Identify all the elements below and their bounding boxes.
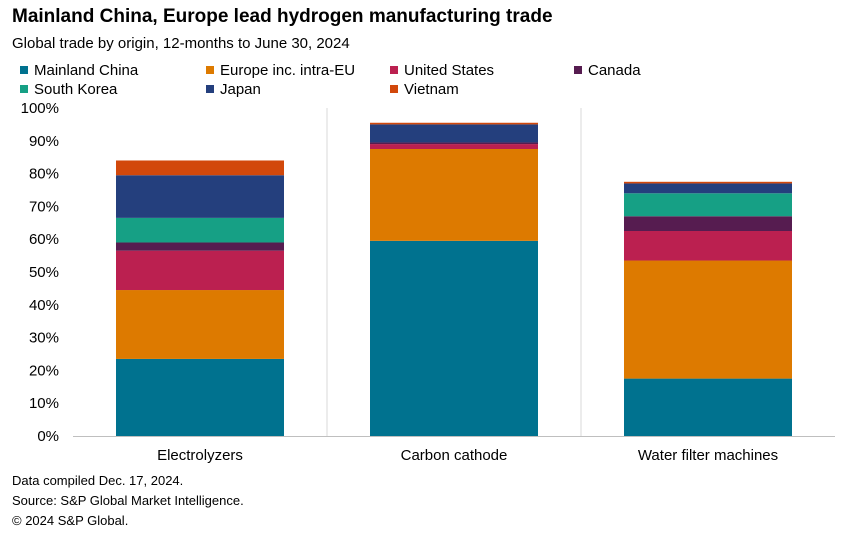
legend-item-mainland-china: Mainland China [20, 61, 138, 79]
bar-segment [116, 250, 284, 291]
y-tick-label: 70% [29, 198, 59, 215]
y-tick-label: 90% [29, 133, 59, 150]
chart-subtitle: Global trade by origin, 12-months to Jun… [12, 35, 350, 52]
legend-label: Japan [220, 80, 261, 98]
bar-segment [116, 358, 284, 436]
legend-label: Mainland China [34, 61, 139, 79]
bar-segment [624, 193, 792, 217]
legend-label: South Korea [34, 80, 118, 98]
bar-segment [624, 260, 792, 379]
bar-segment [624, 378, 792, 436]
bar-segment [370, 149, 538, 241]
footnote-data-compiled: Data compiled Dec. 17, 2024. [12, 473, 184, 488]
legend-label: Vietnam [404, 80, 459, 98]
x-tick-label: Electrolyzers [157, 447, 243, 464]
bar-segment [370, 144, 538, 149]
legend: Mainland China Europe inc. intra-EU Unit… [20, 61, 850, 99]
bar-segment [370, 142, 538, 145]
x-tick-label: Water filter machines [638, 447, 778, 464]
bar-segment [116, 160, 284, 176]
y-tick-label: 30% [29, 330, 59, 347]
y-tick-label: 40% [29, 297, 59, 314]
category-separators [326, 108, 582, 436]
y-tick-label: 60% [29, 231, 59, 248]
bar-segment [116, 217, 284, 243]
y-tick-label: 0% [37, 428, 59, 445]
legend-swatch [206, 66, 214, 74]
y-tick-label: 10% [29, 395, 59, 412]
legend-item-vietnam: Vietnam [390, 80, 459, 98]
bar-segment [116, 242, 284, 251]
y-tick-label: 100% [21, 100, 59, 117]
legend-swatch [390, 85, 398, 93]
bar-segment [624, 183, 792, 194]
x-axis-labels: Electrolyzers Carbon cathode Water filter … [157, 447, 778, 464]
footnote-copyright: © 2024 S&P Global. [12, 513, 129, 528]
bar-segments [116, 122, 792, 436]
bar-segment [624, 231, 792, 261]
bar-segment [370, 240, 538, 436]
legend-item-europe: Europe inc. intra-EU [206, 61, 355, 79]
footnote-source: Source: S&P Global Market Intelligence. [12, 493, 244, 508]
legend-item-south-korea: South Korea [20, 80, 117, 98]
bar-segment [370, 124, 538, 143]
y-axis-ticks: 0% 10% 20% 30% 40% 50% 60% 70% 80% 90% 100% [21, 100, 59, 445]
y-tick-label: 50% [29, 264, 59, 281]
y-tick-label: 80% [29, 166, 59, 183]
legend-swatch [20, 85, 28, 93]
legend-swatch [206, 85, 214, 93]
x-tick-label: Carbon cathode [401, 447, 508, 464]
legend-item-united-states: United States [390, 61, 494, 79]
legend-label: Europe inc. intra-EU [220, 61, 356, 79]
legend-label: Canada [588, 61, 641, 79]
bar-segment [624, 181, 792, 184]
bar-segment [116, 175, 284, 218]
y-tick-label: 20% [29, 362, 59, 379]
legend-item-japan: Japan [206, 80, 261, 98]
legend-swatch [20, 66, 28, 74]
chart-title: Mainland China, Europe lead hydrogen man… [12, 6, 553, 27]
legend-label: United States [404, 61, 495, 79]
legend-swatch [574, 66, 582, 74]
bar-segment [116, 290, 284, 359]
legend-swatch [390, 66, 398, 74]
legend-item-canada: Canada [574, 61, 641, 79]
stacked-bar-chart: 0% 10% 20% 30% 40% 50% 60% 70% 80% 90% 100% Electr… [21, 100, 835, 464]
bar-segment [624, 216, 792, 231]
bar-segment [370, 122, 538, 125]
